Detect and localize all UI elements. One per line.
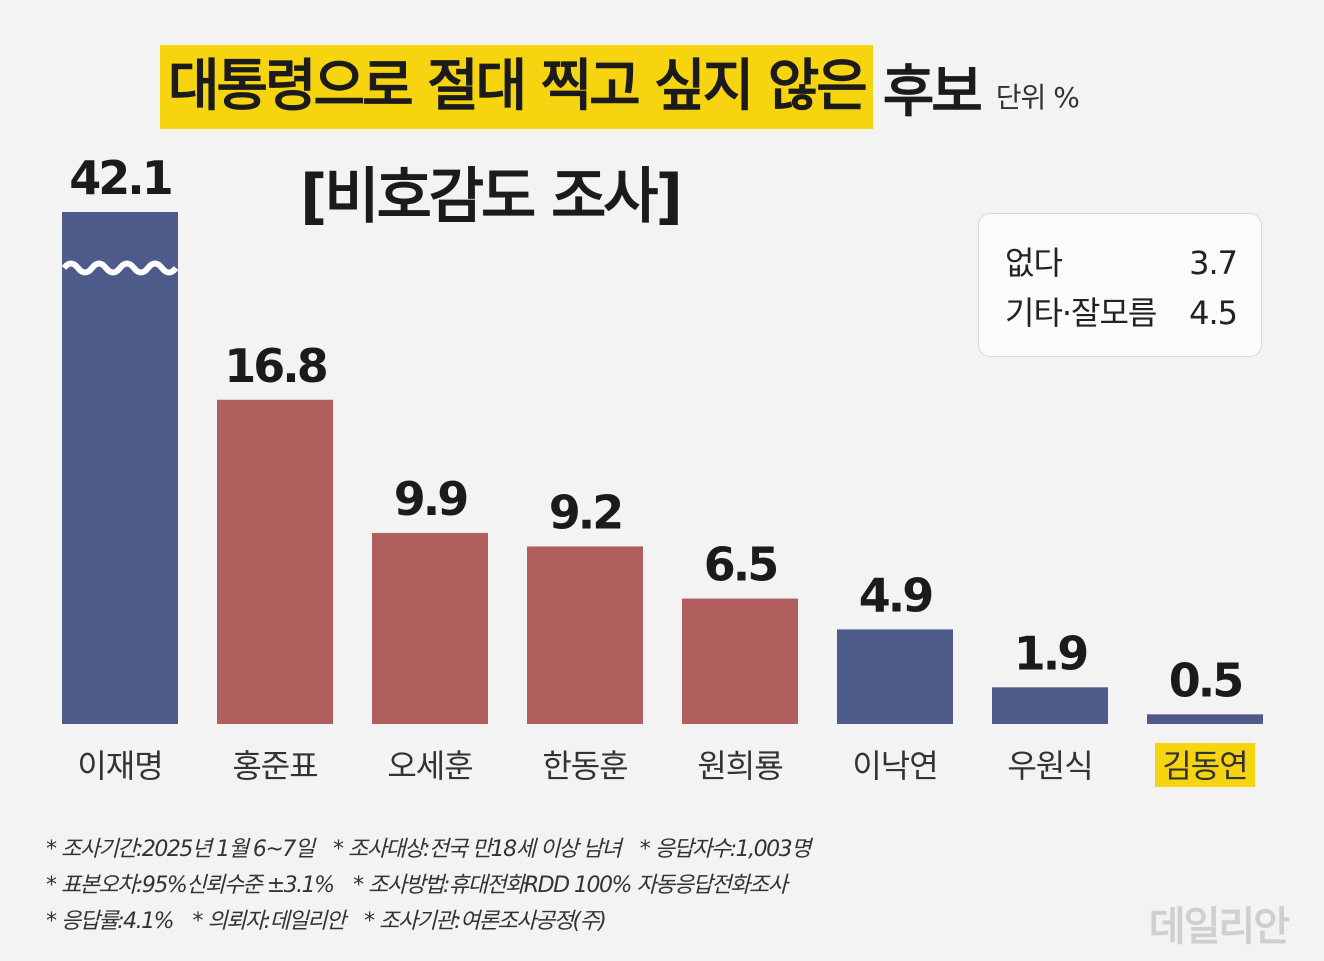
chart-title-highlight: 대통령으로 절대 찍고 싶지 않은 <box>160 45 873 129</box>
footnote-item: 의뢰자:데일리안 <box>193 909 347 934</box>
category-highlight <box>1155 743 1255 787</box>
watermark-logo: 데일리안 <box>1148 904 1290 950</box>
category-label: 이재명 <box>77 747 162 785</box>
value-label: 6.5 <box>704 538 777 592</box>
value-label: 9.9 <box>394 472 467 526</box>
category-label: 우원식 <box>1007 747 1092 785</box>
footnote-item: 조사기간:2025년 1월 6~7일 <box>46 837 315 862</box>
axis-break-wave <box>61 260 179 276</box>
side-value: 3.7 <box>1189 244 1238 282</box>
footnote-item: 응답자수:1,003명 <box>640 837 812 862</box>
side-info-box: 없다 3.7 기타·잘모름 4.5 <box>978 213 1262 357</box>
value-label: 42.1 <box>69 151 171 205</box>
value-label: 1.9 <box>1014 626 1087 680</box>
side-row-none: 없다 3.7 <box>1005 238 1238 288</box>
bar-8 <box>1147 714 1263 724</box>
value-label: 4.9 <box>859 568 932 622</box>
bar-1 <box>62 212 178 724</box>
side-row-other: 기타·잘모름 4.5 <box>1005 288 1238 338</box>
category-label: 원희룡 <box>697 747 782 785</box>
value-label: 9.2 <box>549 485 622 539</box>
category-label: 오세훈 <box>387 747 472 785</box>
side-label: 기타·잘모름 <box>1005 294 1157 332</box>
footnote-row: 응답률:4.1% 의뢰자:데일리안 조사기관:여론조사공정(주) <box>46 904 824 940</box>
side-label: 없다 <box>1005 244 1063 282</box>
bar-7 <box>992 687 1108 724</box>
bar-2 <box>217 399 333 724</box>
chart-title-rest: 후보 <box>882 59 983 125</box>
value-label: 0.5 <box>1169 653 1242 707</box>
footnotes: 조사기간:2025년 1월 6~7일 조사대상:전국 만18세 이상 남녀 응답… <box>46 832 824 940</box>
category-label: 홍준표 <box>232 747 317 785</box>
category-label: 이낙연 <box>852 747 937 785</box>
bar-4 <box>527 546 643 724</box>
footnote-row: 표본오차:95%신뢰수준 ±3.1% 조사방법:휴대전화RDD 100% 자동응… <box>46 868 824 904</box>
bar-chart: 42.1 이재명 16.8 홍준표 9.9 오세훈 9.2 한동훈 6.5 원희룡 4.9 이낙연 1.… <box>61 151 1263 787</box>
value-label: 16.8 <box>224 339 326 393</box>
title-row: 대통령으로 절대 찍고 싶지 않은 후보 단위 % <box>160 44 1080 130</box>
unit-label: 단위 % <box>995 81 1080 114</box>
footnote-item: 표본오차:95%신뢰수준 ±3.1% <box>46 873 335 898</box>
footnote-item: 응답률:4.1% <box>46 909 175 934</box>
footnote-item: 조사기관:여론조사공정(주) <box>364 909 607 934</box>
side-value: 4.5 <box>1189 294 1238 332</box>
bar-3 <box>372 532 488 724</box>
footnote-item: 조사방법:휴대전화RDD 100% 자동응답전화조사 <box>353 873 788 898</box>
footnote-row: 조사기간:2025년 1월 6~7일 조사대상:전국 만18세 이상 남녀 응답… <box>46 832 824 868</box>
category-label: 한동훈 <box>542 747 627 785</box>
bar-5 <box>682 598 798 724</box>
footnote-item: 조사대상:전국 만18세 이상 남녀 <box>333 837 622 862</box>
category-label: 김동연 <box>1162 747 1247 785</box>
bar-6 <box>837 629 953 724</box>
chart-subtitle: [비호감도 조사] <box>300 162 683 232</box>
